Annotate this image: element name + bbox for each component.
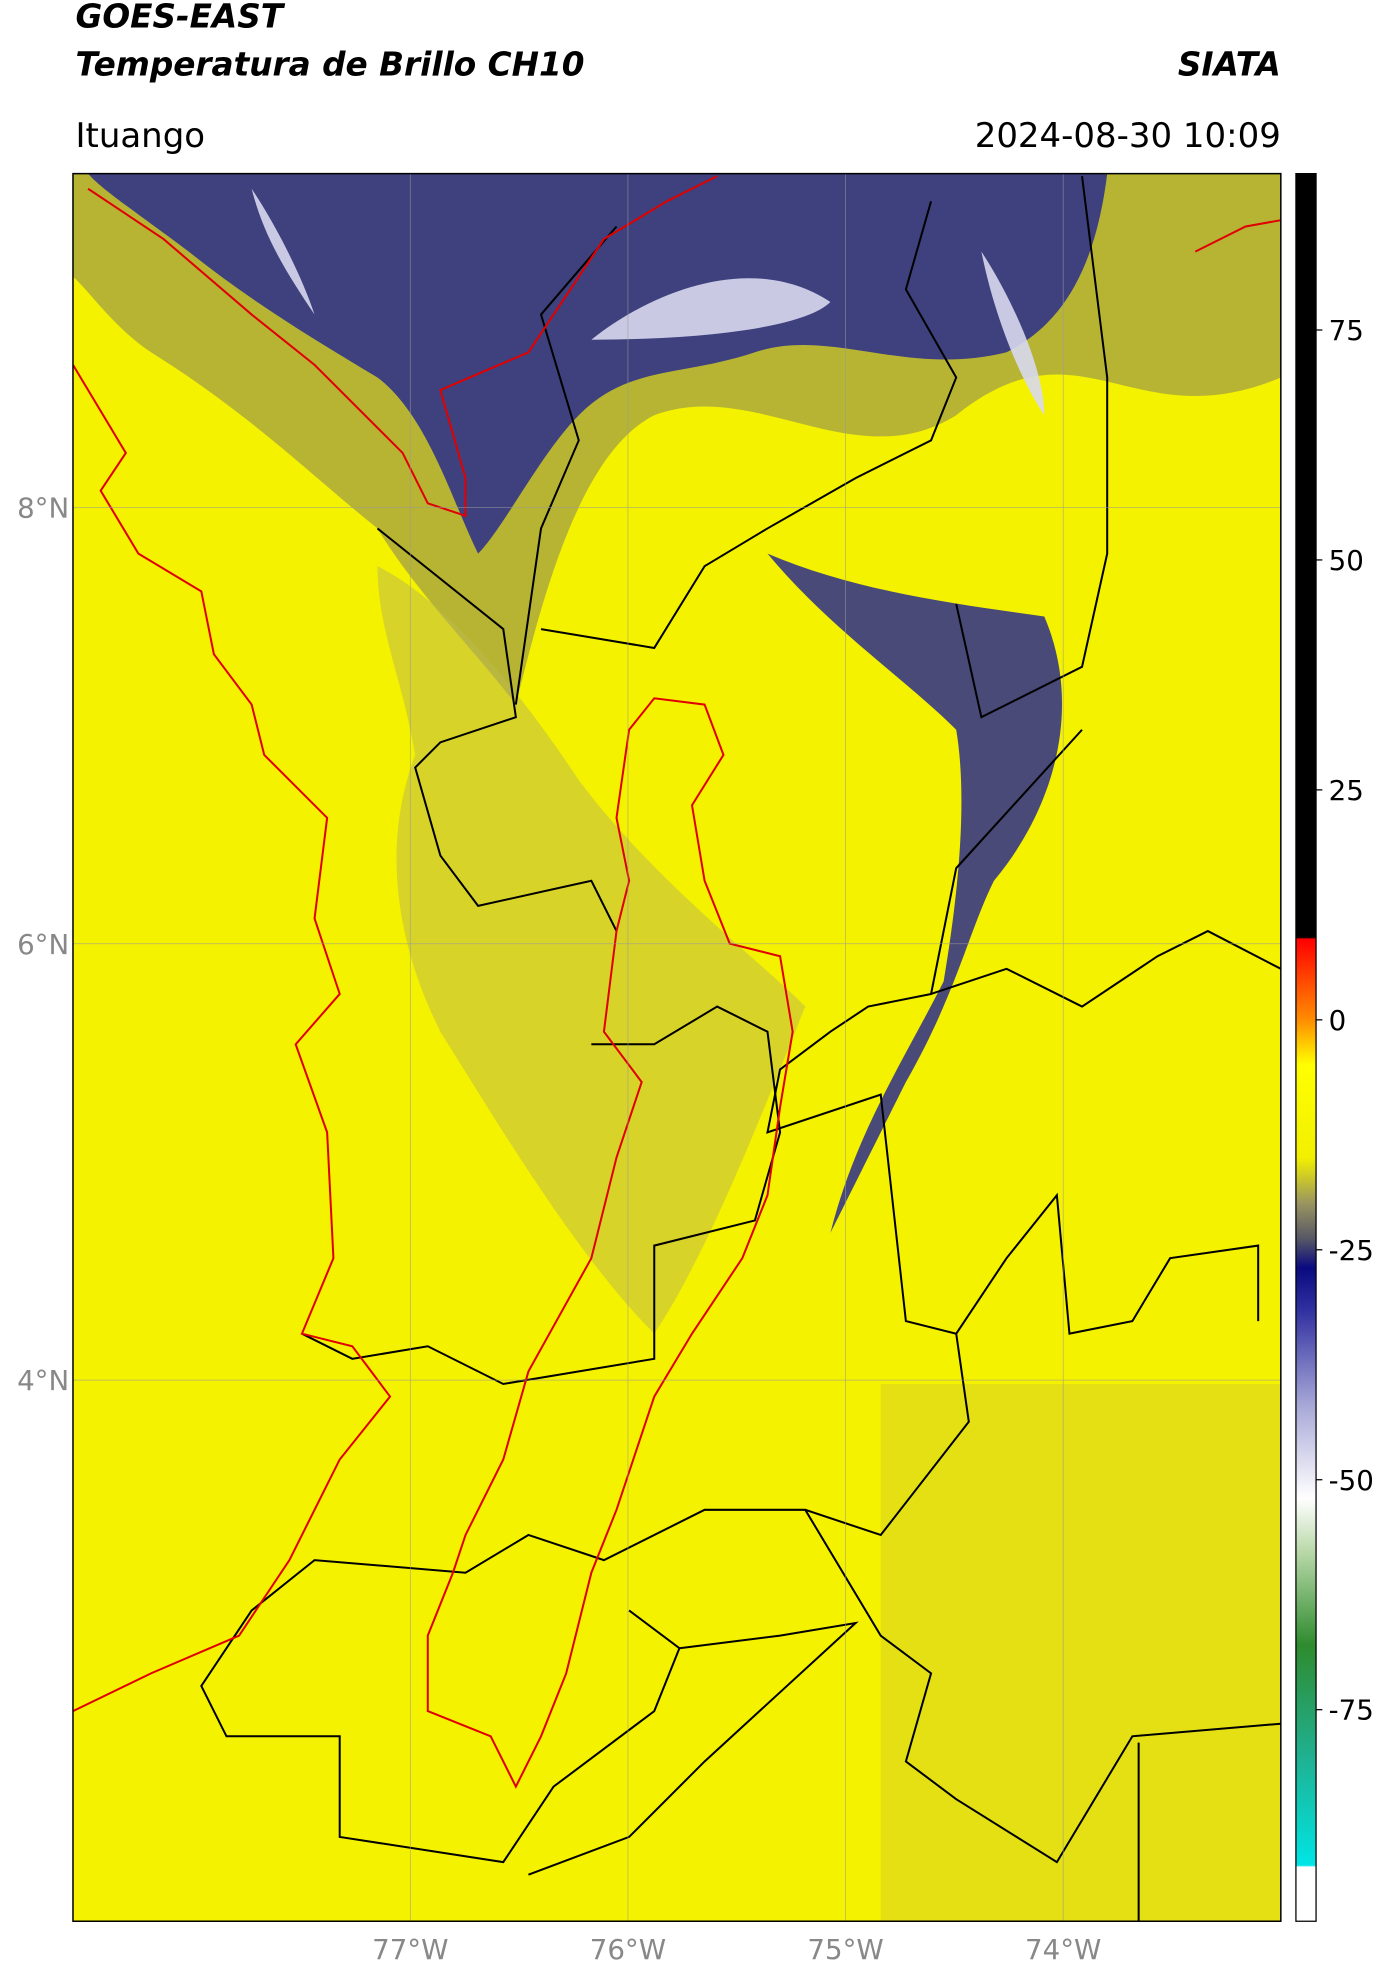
cloud-cold [88, 173, 1108, 554]
lat-tick-label: 8°N [17, 492, 69, 525]
lon-tick-label: 74°W [1025, 1933, 1101, 1966]
gridlines [72, 173, 1281, 1922]
colorbar-tick-label: -50 [1329, 1464, 1374, 1497]
region: Ituango [75, 116, 205, 156]
map-frame [72, 172, 1282, 1922]
source: SIATA [1178, 45, 1281, 83]
colorbar-tick-label: 75 [1329, 314, 1364, 347]
title: GOES-EAST [75, 0, 285, 36]
cloud-shade [880, 1383, 1281, 1922]
map-field [72, 173, 1281, 1922]
lat-tick-label: 6°N [17, 928, 69, 961]
coastline [72, 175, 1281, 1789]
lon-tick-label: 75°W [807, 1933, 883, 1966]
cloud-cold [767, 553, 1063, 1234]
colorbar-tick-label: -25 [1329, 1234, 1374, 1267]
colorbar-tick-label: 25 [1329, 774, 1364, 807]
lon-tick-label: 76°W [590, 1933, 666, 1966]
cloud-shade [377, 566, 806, 1334]
admin-borders [200, 176, 1281, 1922]
colorbar-tick-label: -75 [1329, 1694, 1374, 1727]
lon-tick-label: 77°W [372, 1933, 448, 1966]
colorbar [1295, 172, 1317, 1922]
subtitle: Temperatura de Brillo CH10 [75, 45, 584, 83]
colorbar-tick-label: 50 [1329, 544, 1364, 577]
lat-tick-label: 4°N [17, 1364, 69, 1397]
colorbar-tick-label: 0 [1329, 1004, 1347, 1037]
datetime: 2024-08-30 10:09 [975, 116, 1281, 156]
